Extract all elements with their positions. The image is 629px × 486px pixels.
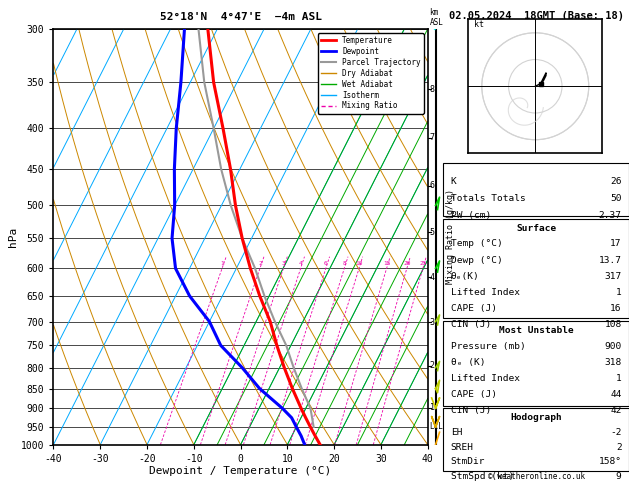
Text: θₑ(K): θₑ(K): [451, 272, 480, 280]
Text: 2: 2: [616, 443, 621, 451]
Bar: [443, 219, 629, 318]
Text: 42: 42: [610, 406, 621, 415]
Text: 1: 1: [430, 403, 435, 413]
Text: Mixing Ratio (g/kg): Mixing Ratio (g/kg): [446, 190, 455, 284]
Text: 16: 16: [610, 304, 621, 312]
Text: -2: -2: [610, 428, 621, 437]
Text: 26: 26: [610, 177, 621, 186]
Text: 10: 10: [355, 261, 363, 266]
Text: kt: kt: [474, 20, 484, 30]
Text: 317: 317: [604, 272, 621, 280]
Text: Dewp (°C): Dewp (°C): [451, 256, 503, 264]
Text: 2: 2: [430, 361, 435, 370]
Text: StmSpd (kt): StmSpd (kt): [451, 472, 514, 481]
Legend: Temperature, Dewpoint, Parcel Trajectory, Dry Adiabat, Wet Adiabat, Isotherm, Mi: Temperature, Dewpoint, Parcel Trajectory…: [318, 33, 424, 114]
Text: CIN (J): CIN (J): [451, 320, 491, 329]
Text: 900: 900: [604, 342, 621, 350]
Text: 20: 20: [403, 261, 411, 266]
Text: 1: 1: [616, 374, 621, 382]
Text: 8: 8: [342, 261, 346, 266]
Text: Hodograph: Hodograph: [510, 414, 562, 422]
Text: SREH: SREH: [451, 443, 474, 451]
Text: 4: 4: [430, 273, 435, 282]
Text: Surface: Surface: [516, 224, 556, 233]
Text: 2.37: 2.37: [599, 211, 621, 220]
Text: K: K: [451, 177, 457, 186]
Text: 52°18'N  4°47'E  −4m ASL: 52°18'N 4°47'E −4m ASL: [160, 12, 321, 22]
Text: Pressure (mb): Pressure (mb): [451, 342, 526, 350]
Text: 13.7: 13.7: [599, 256, 621, 264]
Text: Lifted Index: Lifted Index: [451, 288, 520, 296]
Text: 3: 3: [430, 317, 435, 327]
Text: StmDir: StmDir: [451, 457, 486, 466]
Text: 108: 108: [604, 320, 621, 329]
Text: Temp (°C): Temp (°C): [451, 240, 503, 248]
Text: 3: 3: [282, 261, 286, 266]
Text: 15: 15: [383, 261, 391, 266]
Text: 8: 8: [430, 85, 435, 94]
Bar: [443, 321, 629, 406]
Text: 2: 2: [258, 261, 262, 266]
Text: 44: 44: [610, 390, 621, 399]
Text: 17: 17: [610, 240, 621, 248]
Text: © weatheronline.co.uk: © weatheronline.co.uk: [487, 472, 585, 481]
Text: 7: 7: [430, 133, 435, 142]
Text: 02.05.2024  18GMT (Base: 18): 02.05.2024 18GMT (Base: 18): [448, 11, 624, 21]
Text: 1: 1: [220, 261, 224, 266]
X-axis label: Dewpoint / Temperature (°C): Dewpoint / Temperature (°C): [150, 467, 331, 476]
Text: θₑ (K): θₑ (K): [451, 358, 486, 366]
Text: 1: 1: [616, 288, 621, 296]
Text: 50: 50: [610, 194, 621, 203]
Text: LCL: LCL: [430, 422, 443, 432]
Text: Most Unstable: Most Unstable: [499, 326, 574, 335]
Text: CAPE (J): CAPE (J): [451, 390, 497, 399]
Text: PW (cm): PW (cm): [451, 211, 491, 220]
Text: km
ASL: km ASL: [430, 8, 443, 27]
Text: 6: 6: [430, 181, 435, 190]
Text: Totals Totals: Totals Totals: [451, 194, 526, 203]
Bar: [443, 408, 629, 471]
Text: 5: 5: [430, 227, 435, 237]
Y-axis label: hPa: hPa: [8, 227, 18, 247]
Text: Lifted Index: Lifted Index: [451, 374, 520, 382]
Text: CAPE (J): CAPE (J): [451, 304, 497, 312]
Text: 9: 9: [616, 472, 621, 481]
Bar: [443, 163, 629, 216]
Text: CIN (J): CIN (J): [451, 406, 491, 415]
Text: 25: 25: [419, 261, 426, 266]
Text: 158°: 158°: [599, 457, 621, 466]
Text: 4: 4: [299, 261, 303, 266]
Text: 318: 318: [604, 358, 621, 366]
Text: EH: EH: [451, 428, 462, 437]
Text: 6: 6: [324, 261, 328, 266]
